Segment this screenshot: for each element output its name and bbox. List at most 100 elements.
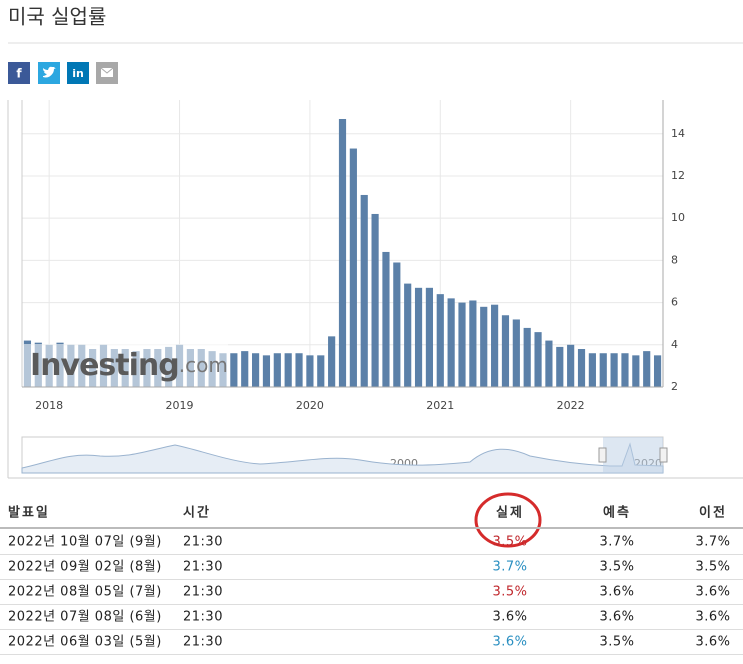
bar [556, 346, 564, 387]
y-tick-label: 8 [671, 253, 678, 266]
bar [577, 349, 586, 387]
table-cell: 3.6% [695, 585, 730, 600]
bar [404, 283, 412, 387]
bar [436, 294, 444, 387]
bar [643, 351, 651, 387]
facebook-button[interactable] [8, 62, 30, 84]
watermark-backdrop [22, 344, 228, 387]
table-cell: 3.6% [695, 635, 730, 650]
highlight-circle [474, 492, 542, 548]
bar [349, 148, 357, 387]
x-tick-label: 2022 [557, 399, 585, 412]
bar [653, 355, 662, 387]
x-tick-label: 2018 [35, 399, 63, 412]
y-tick-label: 14 [671, 127, 685, 140]
bar [306, 355, 314, 387]
bar [588, 353, 596, 387]
table-cell: 2022년 06월 03일 (5월) [8, 635, 162, 650]
mail-icon-flap [100, 67, 114, 74]
bar [632, 355, 640, 387]
table-cell: 21:30 [183, 585, 223, 600]
table-header: 실제 [496, 505, 524, 521]
table-cell: 3.5% [492, 585, 527, 600]
watermark-suffix: .com [179, 353, 228, 377]
y-tick-label: 2 [671, 380, 678, 393]
navigator-series [21, 442, 664, 474]
bar [567, 344, 575, 387]
bar [328, 336, 336, 387]
table-cell: 21:30 [183, 610, 223, 625]
bar [491, 304, 499, 387]
bar [534, 332, 542, 387]
table-cell: 3.5% [599, 635, 634, 650]
y-tick-label: 6 [671, 296, 678, 309]
table-cell: 3.7% [492, 560, 527, 575]
bar [469, 300, 477, 387]
bar [599, 353, 607, 387]
table-header: 이전 [699, 505, 727, 521]
y-tick-label: 12 [671, 169, 685, 182]
table-cell: 3.5% [695, 560, 730, 575]
bar [458, 302, 466, 387]
bar [501, 315, 510, 387]
bar [393, 262, 401, 387]
bar [360, 194, 368, 387]
bar [317, 355, 325, 387]
table-cell: 2022년 09월 02일 (8월) [8, 560, 162, 575]
bar [262, 355, 271, 387]
bar [512, 319, 520, 387]
table-cell: 21:30 [183, 635, 223, 650]
bar [338, 118, 347, 387]
bar [545, 340, 553, 387]
table-cell: 3.6% [695, 610, 730, 625]
table-header: 발표일 [8, 505, 50, 521]
page-title: 미국 실업률 [8, 5, 106, 29]
x-tick-label: 2020 [296, 399, 324, 412]
table-header: 예측 [603, 505, 631, 521]
twitter-icon [43, 66, 56, 78]
bar [480, 306, 488, 387]
watermark-name: Investing [30, 348, 179, 383]
table-cell: 3.6% [599, 585, 634, 600]
navigator-window[interactable] [603, 437, 663, 473]
bar [447, 298, 455, 387]
table-cell: 3.6% [492, 610, 527, 625]
facebook-label: f [16, 67, 22, 81]
table-cell: 3.5% [492, 535, 527, 550]
bar [610, 353, 618, 387]
bar [371, 213, 379, 387]
table-cell: 2022년 08월 05일 (7월) [8, 585, 162, 600]
bar [414, 287, 423, 387]
bar [382, 251, 390, 387]
table-cell: 21:30 [183, 560, 223, 575]
bar [621, 353, 629, 387]
table-cell: 3.5% [599, 560, 634, 575]
bar [295, 353, 303, 387]
bar [251, 353, 260, 387]
bar [230, 353, 238, 387]
table-cell: 2022년 10월 07일 (9월) [8, 535, 162, 550]
linkedin-button[interactable] [67, 62, 89, 84]
data-table: 발표일 시간 실제 예측 이전 2022년 10월 07일 (9월) 21:30 3.5% 3.… [0, 505, 743, 655]
chart: 2 4 6 8 10 12 14 2018 2019 2020 2021 2022 Investing.… [21, 100, 685, 470]
x-tick-label: 2019 [166, 399, 194, 412]
y-tick-label: 10 [671, 211, 685, 224]
x-tick-label: 2021 [426, 399, 454, 412]
table-cell: 3.7% [695, 535, 730, 550]
table-cell: 21:30 [183, 535, 223, 550]
navigator-handle[interactable] [598, 447, 607, 463]
bar [425, 287, 434, 387]
linkedin-label: in [72, 67, 84, 80]
watermark: Investing.com [30, 348, 228, 383]
table-cell: 2022년 07월 08일 (6월) [8, 610, 162, 625]
table-cell: 3.7% [599, 535, 634, 550]
bar [241, 351, 249, 387]
bar [523, 327, 531, 387]
y-tick-label: 4 [671, 338, 678, 351]
table-header: 시간 [183, 505, 211, 521]
navigator-handle[interactable] [659, 447, 668, 463]
bar [284, 353, 292, 387]
table-cell: 3.6% [599, 610, 634, 625]
bar [273, 353, 281, 387]
